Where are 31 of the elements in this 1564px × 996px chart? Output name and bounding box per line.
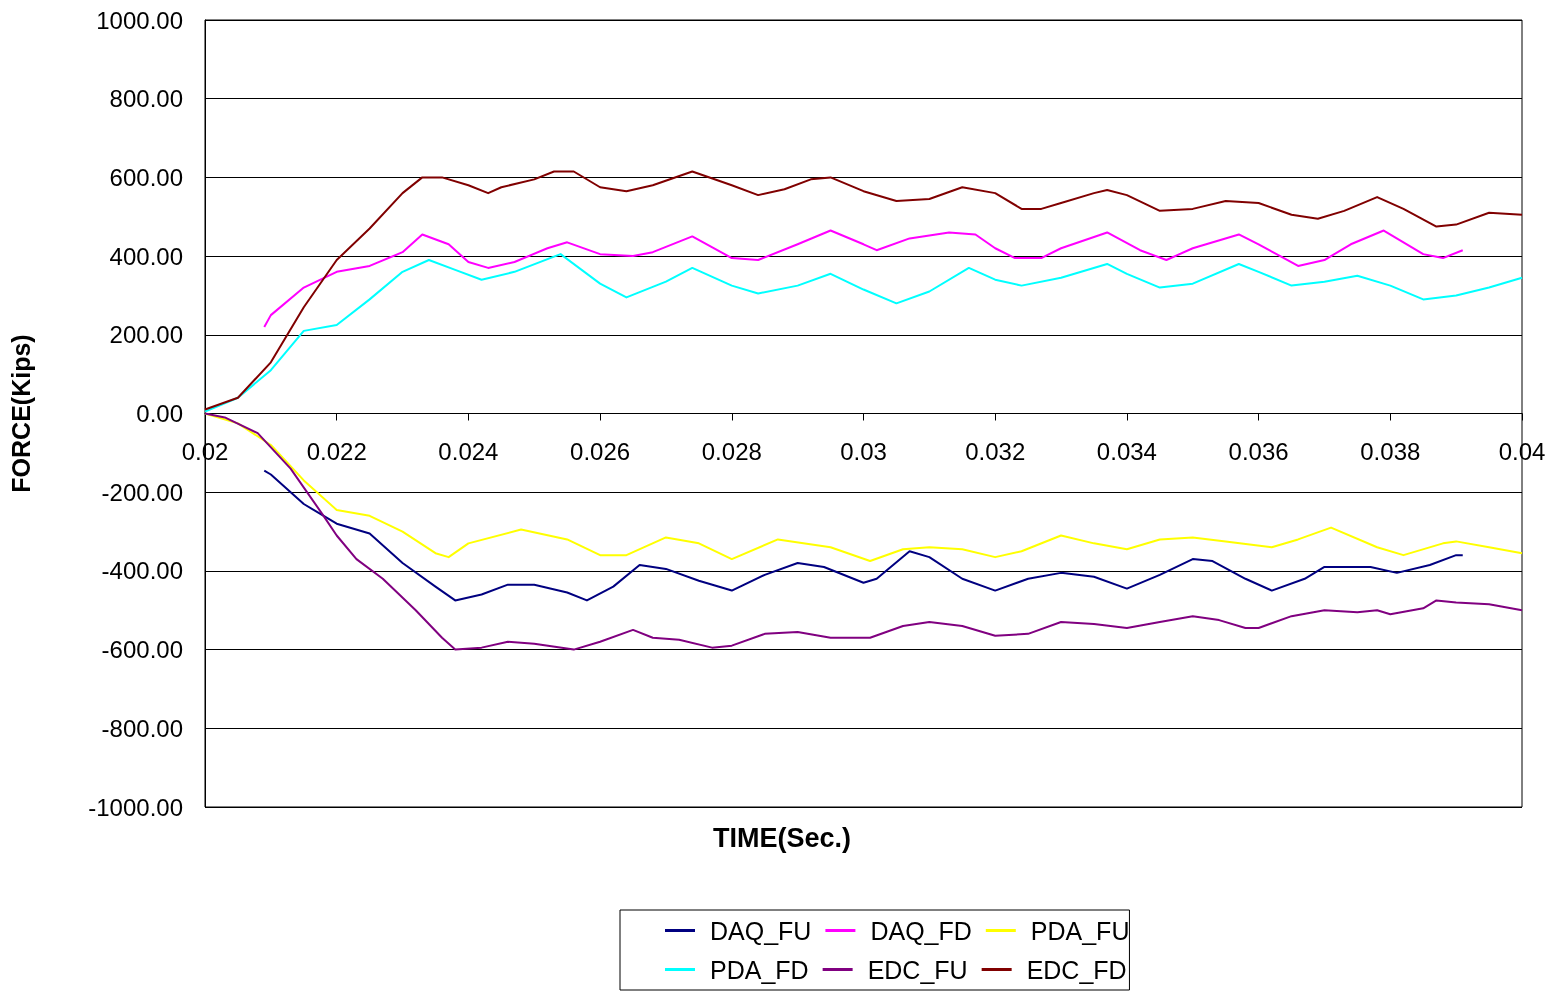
y-tick-label: 1000.00 [96, 6, 183, 34]
x-tick-label: 0.022 [306, 438, 367, 465]
legend-label: PDA_FD [710, 955, 809, 984]
legend-label: DAQ_FU [710, 916, 812, 945]
y-tick-label: 600.00 [109, 163, 183, 191]
legend-label: EDC_FD [1026, 955, 1127, 984]
y-tick-label: -200.00 [101, 478, 183, 506]
y-tick-label: -1000.00 [88, 793, 183, 821]
x-tick-label: 0.04 [1498, 438, 1546, 465]
line-series [263, 229, 1464, 328]
legend-label: DAQ_FD [870, 916, 972, 945]
y-tick-label: -800.00 [101, 714, 183, 742]
x-tick-label: 0.026 [570, 438, 631, 465]
y-tick-label: -400.00 [101, 557, 183, 585]
x-axis-title: TIME(Sec.) [712, 822, 852, 853]
y-tick-label: 400.00 [109, 242, 183, 270]
x-tick-label: 0.024 [438, 438, 499, 465]
legend-label: EDC_FU [867, 955, 968, 984]
x-tick-label: 0.038 [1360, 438, 1421, 465]
x-tick-label: 0.032 [965, 438, 1026, 465]
y-axis-title: FORCE(Kips) [6, 334, 35, 493]
y-tick-label: -600.00 [101, 636, 183, 664]
y-tick-label: 800.00 [109, 85, 183, 113]
legend-label: PDA_FU [1030, 916, 1130, 945]
y-tick-label: 200.00 [109, 321, 183, 349]
x-tick-label: 0.036 [1228, 438, 1289, 465]
x-tick-label: 0.03 [840, 438, 887, 465]
x-tick-label: 0.028 [701, 438, 762, 465]
y-tick-label: 0.00 [136, 400, 183, 427]
line-series [263, 469, 1464, 602]
x-tick-label: 0.034 [1096, 438, 1157, 465]
